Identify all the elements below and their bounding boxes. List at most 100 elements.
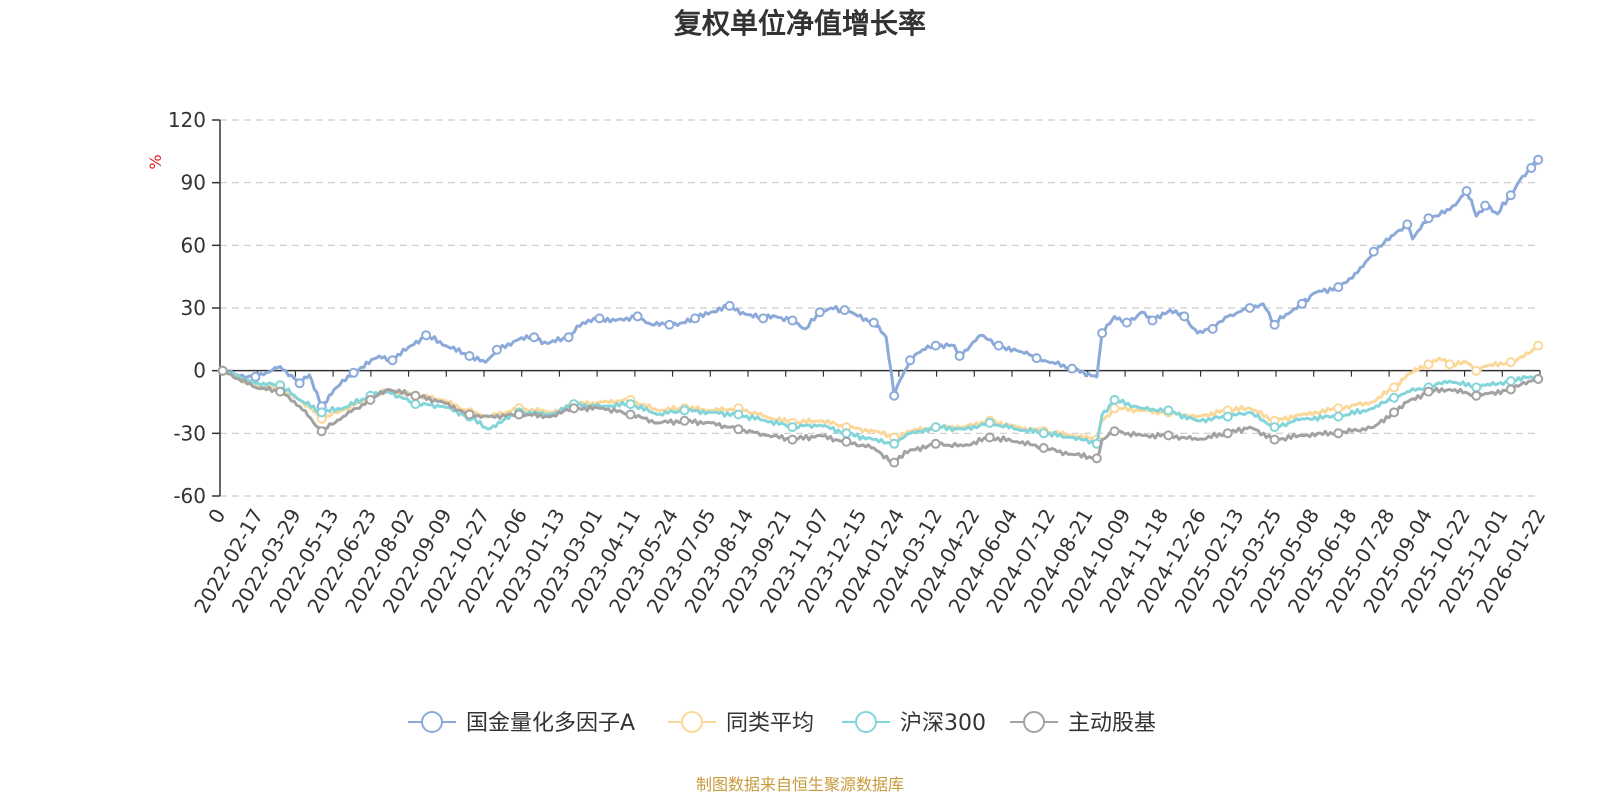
series-point bbox=[625, 399, 636, 410]
series-point bbox=[1526, 163, 1537, 173]
chart-title: 复权单位净值增长率 bbox=[674, 7, 926, 40]
series-point bbox=[1109, 426, 1120, 437]
series-point bbox=[529, 332, 540, 343]
series-point bbox=[984, 432, 995, 443]
series-point bbox=[993, 340, 1004, 351]
series-point bbox=[664, 319, 675, 330]
series-point bbox=[1038, 443, 1049, 453]
y-axis: 120 90 60 30 0 -30 -60 bbox=[168, 108, 221, 508]
series-point bbox=[1505, 384, 1516, 395]
legend-label: 国金量化多因子A bbox=[466, 711, 635, 736]
series-point bbox=[625, 409, 636, 420]
series-point bbox=[733, 424, 744, 435]
series-point bbox=[954, 351, 965, 361]
series-point bbox=[1471, 382, 1482, 393]
series-point bbox=[1297, 298, 1307, 309]
y-tick-label: -30 bbox=[173, 421, 206, 445]
series-point bbox=[491, 344, 502, 355]
y-tick-label: 0 bbox=[193, 359, 206, 383]
legend-marker bbox=[421, 711, 443, 733]
series-point bbox=[1163, 405, 1174, 416]
series-point bbox=[594, 313, 605, 324]
series-point bbox=[1109, 394, 1120, 405]
series-point bbox=[841, 436, 852, 447]
series-point bbox=[679, 405, 690, 416]
series-point bbox=[1067, 363, 1077, 374]
series-point bbox=[464, 351, 475, 361]
legend-item-3[interactable]: 主动股基 bbox=[1010, 711, 1156, 736]
series-point bbox=[1533, 374, 1544, 384]
y-tick-label: 90 bbox=[181, 171, 206, 195]
series-point bbox=[984, 417, 995, 428]
series-point bbox=[1121, 317, 1132, 328]
series-point bbox=[365, 394, 376, 405]
legend-label: 主动股基 bbox=[1068, 711, 1156, 736]
series-layer bbox=[217, 154, 1544, 468]
series-point bbox=[1038, 428, 1049, 439]
series-point bbox=[930, 340, 941, 351]
series-point bbox=[1389, 382, 1399, 393]
series-point bbox=[1533, 154, 1544, 165]
series-point bbox=[217, 365, 228, 376]
legend-marker bbox=[855, 711, 877, 733]
series-point bbox=[1423, 386, 1434, 397]
y-tick-label: -60 bbox=[173, 484, 206, 508]
series-point bbox=[421, 330, 432, 341]
series-point bbox=[905, 355, 916, 366]
series-point bbox=[563, 332, 574, 343]
series-point bbox=[679, 415, 690, 426]
legend-marker bbox=[681, 711, 703, 733]
series-point bbox=[1163, 430, 1174, 441]
series-point bbox=[1333, 428, 1344, 439]
y-axis-unit: % bbox=[146, 154, 165, 169]
series-point bbox=[1244, 303, 1255, 313]
series-point bbox=[787, 434, 798, 445]
series-point bbox=[1471, 365, 1482, 376]
series-point bbox=[1471, 390, 1482, 401]
legend-item-1[interactable]: 同类平均 bbox=[668, 711, 814, 736]
series-point bbox=[316, 407, 327, 418]
series-point bbox=[1097, 328, 1108, 339]
series-point bbox=[410, 399, 421, 410]
legend-item-2[interactable]: 沪深300 bbox=[842, 711, 986, 736]
series-point bbox=[250, 371, 261, 382]
series-line-3 bbox=[222, 369, 1539, 465]
series-point bbox=[1269, 434, 1280, 445]
series-line-1 bbox=[221, 344, 1540, 442]
legend-label: 同类平均 bbox=[726, 711, 814, 736]
series-point bbox=[1179, 311, 1190, 322]
legend: 国金量化多因子A 同类平均 沪深300 主动股基 bbox=[408, 711, 1156, 736]
series-line-0 bbox=[222, 159, 1540, 408]
series-point bbox=[1402, 219, 1413, 230]
series-point bbox=[387, 355, 398, 366]
series-point bbox=[930, 438, 941, 449]
series-point bbox=[889, 457, 900, 468]
series-point bbox=[275, 386, 286, 397]
series-point bbox=[787, 315, 798, 326]
series-point bbox=[1031, 353, 1042, 364]
series-point bbox=[839, 305, 850, 316]
series-point bbox=[1533, 340, 1544, 351]
series-point bbox=[1333, 282, 1344, 293]
series-point bbox=[868, 317, 879, 328]
series-point bbox=[1368, 246, 1379, 257]
series-point bbox=[1222, 428, 1233, 439]
series-point bbox=[464, 409, 475, 420]
source-note: 制图数据来自恒生聚源数据库 bbox=[696, 775, 904, 794]
legend-item-0[interactable]: 国金量化多因子A bbox=[408, 711, 635, 736]
series-point bbox=[632, 311, 643, 322]
y-tick-label: 120 bbox=[168, 108, 206, 132]
series-point bbox=[1091, 453, 1102, 464]
series-point bbox=[787, 422, 798, 433]
series-point bbox=[514, 409, 524, 420]
series-point bbox=[1423, 359, 1434, 370]
series-point bbox=[1147, 315, 1158, 326]
series-point bbox=[690, 313, 701, 324]
series-point bbox=[1389, 407, 1399, 418]
series-point bbox=[1505, 357, 1516, 368]
y-tick-label: 30 bbox=[181, 296, 206, 320]
series-point bbox=[733, 409, 744, 420]
series-point bbox=[568, 403, 579, 414]
series-point bbox=[410, 390, 421, 401]
